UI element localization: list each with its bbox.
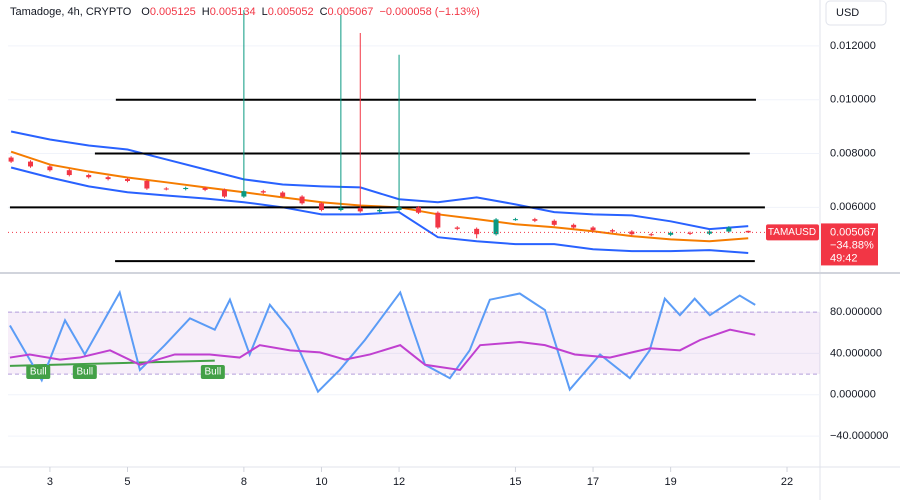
price-tag	[821, 223, 878, 266]
x-tick-label: 19	[665, 476, 677, 488]
y-tick-label: 0.006000	[830, 201, 876, 213]
candle-body	[221, 189, 227, 197]
candle-body	[435, 212, 441, 228]
candle-body	[163, 188, 169, 190]
signal-label: Bull	[30, 367, 47, 378]
candle-body	[144, 180, 150, 189]
candle-body	[474, 228, 480, 235]
candle-body	[551, 220, 557, 225]
candle-body	[706, 231, 712, 234]
band-line	[10, 130, 749, 231]
candle-body	[124, 179, 130, 181]
candle-body	[512, 219, 518, 221]
candle-body	[280, 192, 286, 197]
ohlc-value: 0.005067	[328, 6, 374, 18]
x-tick-label: 17	[587, 476, 599, 488]
symbol-tag-text: TAMAUSD	[768, 227, 816, 238]
candle-body	[415, 207, 421, 213]
ohlc-value: 0.005052	[268, 6, 314, 18]
candle-body	[318, 203, 324, 211]
price-tag-label: 0.005067	[830, 226, 876, 238]
candle-body	[183, 187, 189, 190]
band-line	[10, 166, 749, 255]
candle-body	[47, 166, 53, 171]
header: Tamadoge, 4h, CRYPTO O0.005125 H0.005134 L0…	[10, 6, 480, 18]
signal-label: Bull	[204, 367, 221, 378]
y-tick-label: 80.000000	[830, 306, 882, 318]
candle-body	[66, 170, 72, 176]
y-tick-label: 0.000000	[830, 389, 876, 401]
x-tick-label: 8	[241, 476, 247, 488]
symbol: Tamadoge, 4h, CRYPTO	[10, 6, 132, 18]
y-tick-label: −40.000000	[830, 430, 888, 442]
x-tick-label: 22	[781, 476, 793, 488]
candle-body	[338, 207, 344, 211]
y-tick-label: 40.000000	[830, 347, 882, 359]
signal-label: Bull	[76, 367, 93, 378]
signal-box	[26, 365, 51, 380]
signal-box	[72, 365, 97, 380]
candle-body	[609, 230, 615, 232]
oscillator-line	[9, 328, 756, 372]
signal-box	[200, 365, 225, 380]
ohlc-key: C	[320, 6, 328, 18]
change: −0.000058 (−1.13%)	[379, 6, 479, 18]
currency[interactable]: USD	[836, 7, 859, 19]
x-tick-label: 10	[315, 476, 327, 488]
ohlc-value: 0.005125	[150, 6, 196, 18]
candle-body	[357, 207, 363, 212]
candle-body	[687, 232, 693, 234]
candle-body	[202, 187, 208, 190]
candle-body	[745, 230, 751, 233]
candle-body	[590, 227, 596, 231]
x-tick-label: 12	[393, 476, 405, 488]
candle-body	[648, 234, 654, 236]
oscillator-line	[9, 289, 756, 394]
candle-body	[8, 157, 14, 162]
price-tag-countdown: 49:42	[830, 252, 858, 264]
x-tick-label: 5	[124, 476, 130, 488]
ohlc-key: O	[141, 6, 150, 18]
candle-body	[629, 231, 635, 235]
price-tag-change: −34.88%	[830, 239, 874, 251]
bull-line	[9, 359, 215, 367]
candle-body	[571, 224, 577, 228]
symbol-tag	[766, 224, 819, 241]
candle-body	[299, 196, 305, 204]
y-tick-label: 0.010000	[830, 94, 876, 106]
candle-body	[493, 219, 499, 235]
band-fill	[8, 312, 820, 375]
ohlc-key: L	[262, 6, 268, 18]
x-tick-label: 15	[509, 476, 521, 488]
y-tick-label: 0.012000	[830, 40, 876, 52]
candle-body	[668, 232, 674, 235]
candle-body	[532, 219, 538, 221]
candle-body	[241, 191, 247, 197]
ohlc-key: H	[202, 6, 210, 18]
currency-button[interactable]	[825, 0, 887, 26]
candle-body	[726, 227, 732, 232]
candle-body	[377, 210, 383, 212]
x-tick-label: 3	[47, 476, 53, 488]
candle-body	[105, 177, 111, 180]
y-tick-label: 0.008000	[830, 147, 876, 159]
ohlc-value: 0.005134	[210, 6, 256, 18]
candle-body	[28, 161, 34, 167]
candle-body	[260, 191, 266, 193]
candle-body	[454, 227, 460, 229]
candle-body	[86, 175, 92, 178]
candle-body	[396, 207, 402, 211]
